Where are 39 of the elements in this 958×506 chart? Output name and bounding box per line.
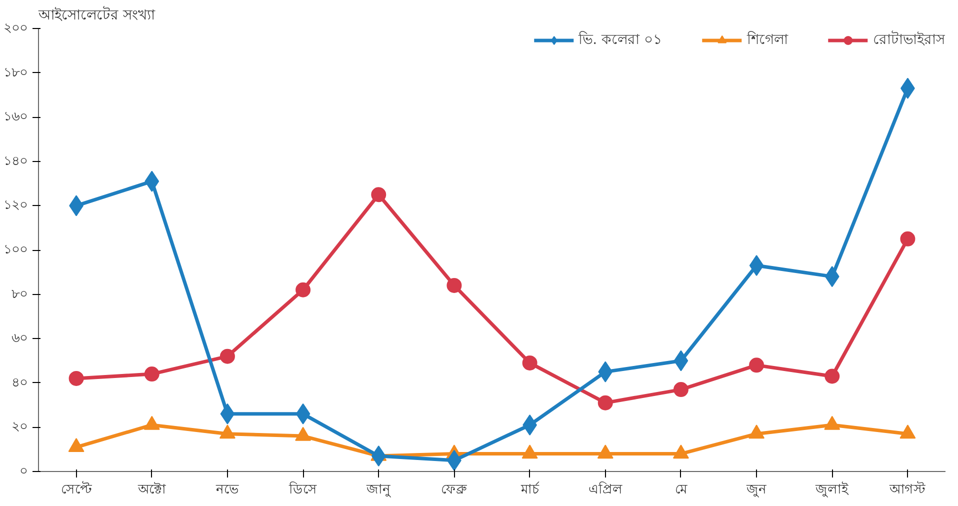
point <box>598 395 613 410</box>
x-tick-label: নভে <box>214 482 239 498</box>
x-tick-label: জুলাই <box>814 482 850 498</box>
x-tick-label: মার্চ <box>520 482 540 498</box>
point <box>371 187 386 202</box>
point <box>68 370 84 386</box>
x-tick-label: অক্টো <box>136 482 166 498</box>
x-tick-label: আগস্ট <box>888 482 926 498</box>
x-tick-label: সেপ্টে <box>60 482 93 498</box>
y-axis-title: আইসোলেটের সংখ্যা <box>38 6 156 24</box>
y-tick-label: ১২০ <box>4 198 28 214</box>
y-tick-label: ১৬০ <box>4 110 28 125</box>
legend-label: রোটাভাইরাস <box>873 30 945 50</box>
y-tick-label: ০ <box>20 464 28 479</box>
point <box>824 368 840 384</box>
x-tick-label: ডিসে <box>288 482 318 498</box>
legend-label: ভি. কলেরা ০১ <box>578 30 662 50</box>
point <box>144 366 160 382</box>
legend-label: শিগেলা <box>747 30 788 50</box>
y-tick-label: ৮০ <box>12 286 28 302</box>
point <box>900 231 916 246</box>
y-tick-label: ১৮০ <box>4 65 28 80</box>
y-tick-label: ৪০ <box>12 375 28 390</box>
y-tick-label: ১৪০ <box>4 154 28 169</box>
point <box>673 382 688 398</box>
point <box>220 348 235 364</box>
y-tick-label: ৬০ <box>12 331 28 346</box>
point <box>522 355 538 370</box>
point <box>446 278 462 293</box>
point <box>749 358 764 373</box>
x-tick-label: মে <box>674 482 688 498</box>
x-tick-label: এপ্রিল <box>588 482 622 498</box>
y-tick-label: ২০ <box>12 420 28 435</box>
point <box>296 282 311 298</box>
y-tick-label: ২০০ <box>4 21 28 36</box>
x-tick-label: জানু <box>366 482 392 498</box>
x-tick-label: জুন <box>746 482 767 498</box>
x-tick-label: ফেব্রু <box>441 482 468 498</box>
y-tick-label: ১০০ <box>4 242 28 258</box>
